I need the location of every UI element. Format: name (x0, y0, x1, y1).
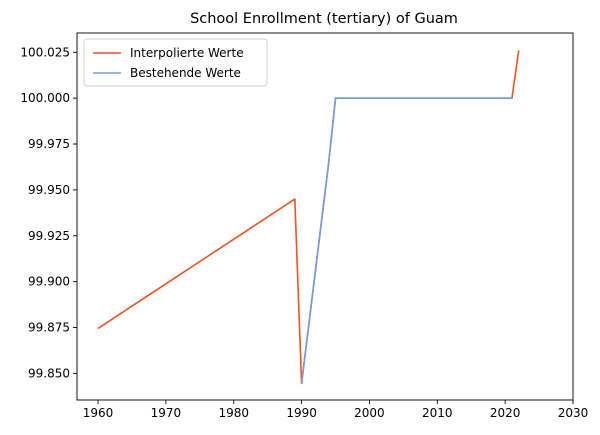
y-tick-label: 99.850 (28, 366, 70, 380)
series-line-1 (300, 97, 512, 384)
y-tick-label: 99.975 (28, 137, 70, 151)
x-tick-label: 1980 (218, 406, 249, 420)
x-tick-label: 2030 (558, 406, 589, 420)
plot-area (76, 32, 574, 401)
chart-title: School Enrollment (tertiary) of Guam (190, 11, 458, 27)
x-tick-label: 2000 (354, 406, 385, 420)
y-tick-label: 100.000 (20, 91, 70, 105)
legend-label-1: Bestehende Werte (130, 66, 241, 80)
y-tick-label: 99.900 (28, 275, 70, 289)
x-tick-label: 1990 (286, 406, 317, 420)
x-tick-label: 2010 (422, 406, 453, 420)
x-tick-label: 1970 (151, 406, 182, 420)
x-axis: 1960 1970 1980 1990 2000 2010 2020 2030 (83, 400, 589, 420)
legend-label-0: Interpolierte Werte (130, 46, 244, 60)
y-tick-label: 99.925 (28, 229, 70, 243)
legend: Interpolierte Werte Bestehende Werte (83, 38, 268, 87)
x-tick-label: 1960 (83, 406, 114, 420)
y-axis: 99.850 99.875 99.900 99.925 99.950 99.975 100.… (20, 45, 77, 380)
x-tick-label: 2020 (490, 406, 521, 420)
y-tick-label: 99.875 (28, 321, 70, 335)
y-tick-label: 100.025 (20, 45, 70, 59)
y-tick-label: 99.950 (28, 183, 70, 197)
series-group (97, 50, 520, 385)
axes-frame (76, 32, 574, 401)
legend-box (83, 38, 268, 87)
